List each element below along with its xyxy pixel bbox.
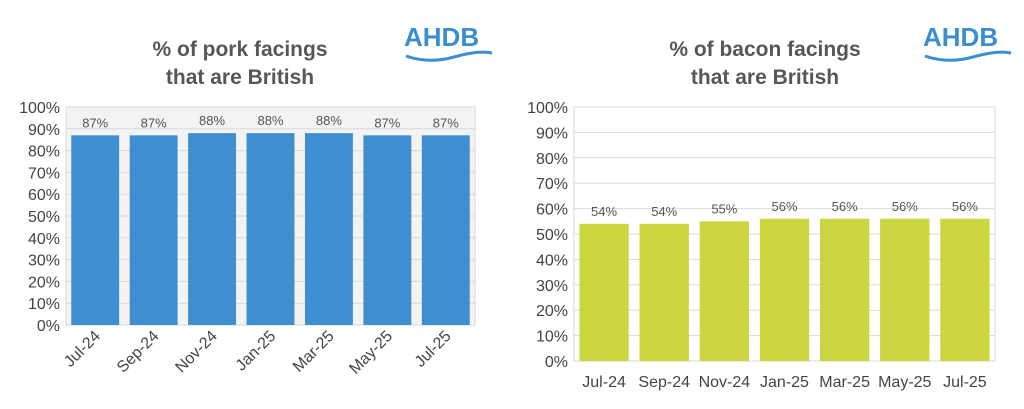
bacon-y-tick-label: 70%	[536, 176, 568, 193]
pork-data-label: 88%	[199, 113, 225, 128]
bacon-y-tick-label: 90%	[536, 125, 568, 142]
bacon-data-label: 55%	[711, 201, 737, 216]
bacon-data-label: 56%	[952, 199, 978, 214]
bacon-data-label: 54%	[651, 204, 677, 219]
bacon-chart-title: % of bacon facings that are British	[585, 36, 945, 92]
bacon-bar	[579, 223, 629, 361]
bacon-bar	[880, 218, 930, 361]
bacon-bar	[819, 218, 870, 361]
pork-title-line-1: % of pork facings	[152, 38, 328, 61]
ahdb-logo-wave-icon	[405, 50, 493, 62]
bacon-bar-chart: 0% 10% 20% 30% 40% 50% 60% 70% 80% 90% 100% 54% Jul-…	[527, 100, 996, 391]
bacon-x-tick-label: Nov-24	[699, 374, 751, 391]
bacon-bar	[639, 223, 689, 361]
bacon-y-tick-label: 30%	[536, 278, 568, 295]
bacon-bar	[699, 221, 750, 361]
pork-y-tick-label: 40%	[28, 231, 60, 248]
bacon-y-tick-label: 60%	[536, 202, 568, 219]
bacon-x-tick-label: Mar-25	[819, 374, 870, 391]
bacon-y-tick-label: 50%	[536, 227, 568, 244]
pork-y-tick-label: 30%	[28, 253, 60, 270]
pork-y-tick-label: 70%	[28, 165, 60, 182]
pork-y-tick-label: 10%	[28, 296, 60, 313]
bacon-bar	[940, 218, 990, 361]
pork-data-label: 87%	[141, 115, 167, 130]
pork-y-tick-label: 100%	[19, 100, 60, 117]
bacon-title-line-2: that are British	[690, 66, 840, 89]
ahdb-logo-text: AHDB	[923, 22, 999, 52]
bacon-x-tick-label: Jul-25	[943, 374, 987, 391]
bacon-y-tick-label: 40%	[536, 252, 568, 269]
pork-y-tick-label: 0%	[37, 318, 60, 335]
ahdb-logo: AHDB	[404, 22, 494, 64]
pork-bar	[246, 133, 295, 325]
pork-y-tick-label: 20%	[28, 274, 60, 291]
pork-bar	[304, 133, 353, 325]
pork-x-tick-label: Sep-24	[114, 328, 163, 377]
bacon-x-tick-label: Jul-24	[582, 374, 626, 391]
pork-bar	[421, 135, 470, 325]
pork-data-label: 87%	[433, 115, 459, 130]
pork-data-label: 87%	[82, 115, 108, 130]
pork-y-tick-label: 90%	[28, 122, 60, 139]
pork-x-tick-label: Nov-24	[172, 328, 221, 377]
pork-data-label: 88%	[257, 113, 283, 128]
bacon-y-tick-label: 80%	[536, 151, 568, 168]
pork-y-tick-label: 50%	[28, 209, 60, 226]
bacon-data-label: 56%	[771, 199, 797, 214]
pork-bar	[129, 135, 178, 325]
bacon-x-tick-label: May-25	[878, 374, 931, 391]
bacon-y-tick-label: 0%	[545, 354, 568, 371]
pork-y-tick-label: 80%	[28, 144, 60, 161]
pork-bar-chart: 0% 10% 20% 30% 40% 50% 60% 70% 80% 90% 100% 87% Jul-…	[19, 100, 476, 378]
bacon-chart-panel: % of bacon facings that are British AHDB…	[505, 0, 1024, 409]
pork-x-tick-label: Jul-24	[61, 328, 104, 371]
bacon-x-tick-label: Sep-24	[638, 374, 690, 391]
ahdb-logo-wave-icon	[924, 50, 1012, 62]
pork-chart-panel: % of pork facings that are British AHDB …	[0, 0, 500, 409]
pork-bar	[363, 135, 412, 325]
pork-title-line-2: that are British	[165, 66, 315, 89]
bacon-data-label: 56%	[832, 199, 858, 214]
bacon-y-tick-label: 100%	[527, 100, 568, 117]
bacon-y-tick-label: 10%	[536, 329, 568, 346]
bacon-y-tick-label: 20%	[536, 303, 568, 320]
ahdb-logo-text: AHDB	[404, 22, 480, 52]
pork-x-tick-label: Mar-25	[290, 328, 338, 376]
pork-chart-title: % of pork facings that are British	[60, 36, 420, 92]
pork-bar	[71, 135, 120, 325]
pork-x-tick-label: Jan-25	[233, 328, 280, 375]
pork-x-tick-label: Jul-25	[412, 328, 455, 371]
bacon-bar	[759, 218, 810, 361]
pork-bar	[188, 133, 237, 325]
bacon-x-tick-label: Jan-25	[760, 374, 809, 391]
pork-data-label: 88%	[316, 113, 342, 128]
pork-y-tick-label: 60%	[28, 187, 60, 204]
bacon-title-line-1: % of bacon facings	[669, 38, 861, 61]
ahdb-logo: AHDB	[923, 22, 1013, 64]
bacon-data-label: 54%	[591, 204, 617, 219]
bacon-data-label: 56%	[892, 199, 918, 214]
pork-x-tick-label: May-25	[346, 328, 396, 378]
pork-data-label: 87%	[374, 115, 400, 130]
